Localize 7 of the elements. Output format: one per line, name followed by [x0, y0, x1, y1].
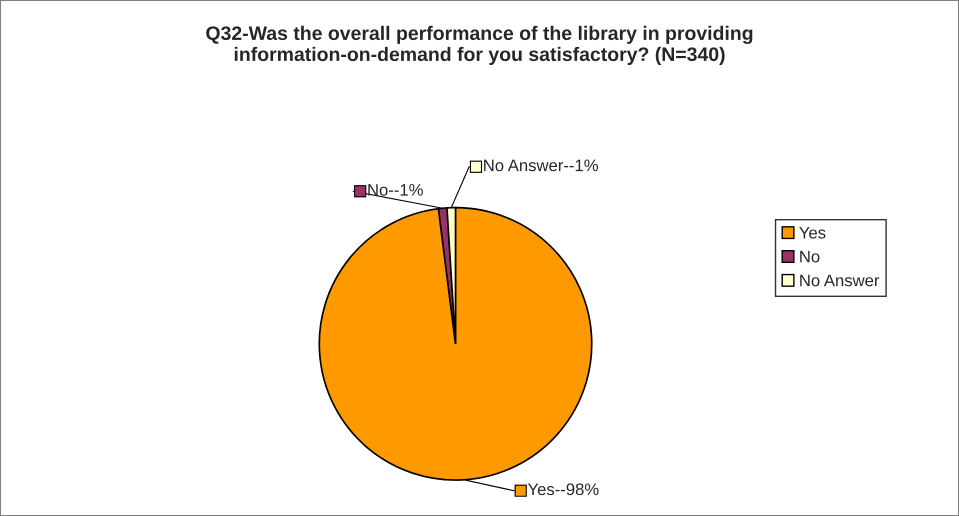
- legend-label: No Answer: [800, 274, 880, 286]
- data-label: No--1%: [368, 184, 423, 196]
- data-label: Yes--98%: [528, 483, 599, 496]
- data-label: No Answer--1%: [484, 160, 598, 172]
- chart-title: Q32-Was the overall performance of the library in providing information-on-demand for you satisfactory? (N=340): [206, 26, 752, 65]
- legend-label: Yes: [799, 226, 826, 239]
- legend-label: No: [800, 250, 820, 262]
